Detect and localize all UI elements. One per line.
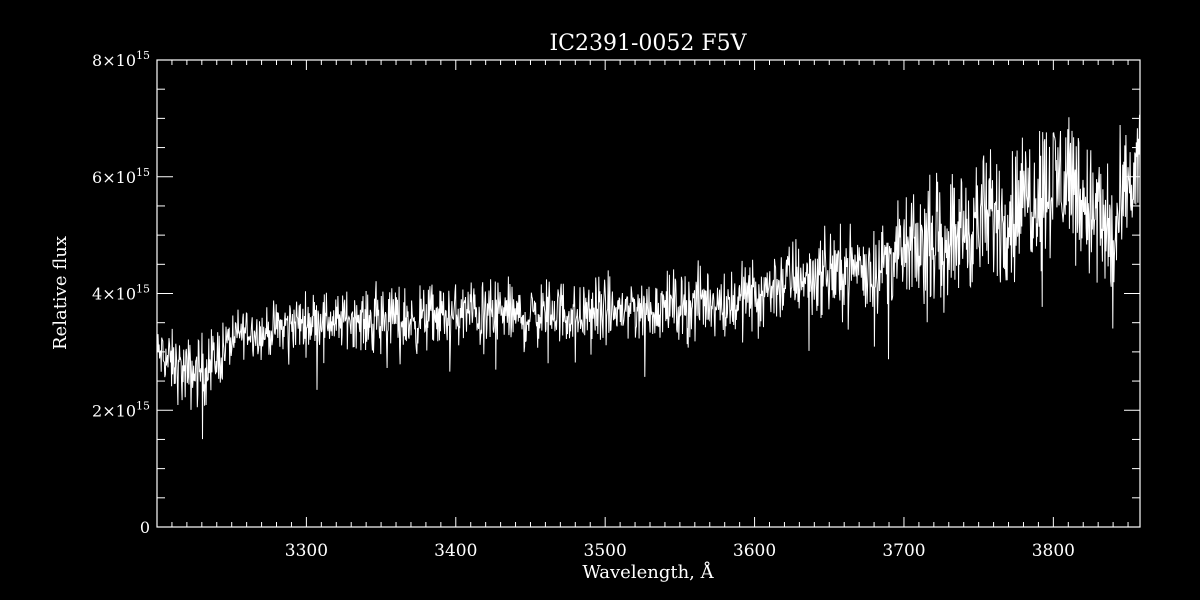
y-tick-label: 4×1015: [92, 283, 150, 304]
x-tick-label: 3300: [285, 541, 328, 561]
x-tick-label: 3400: [434, 541, 477, 561]
y-tick-label: 6×1015: [92, 166, 150, 187]
plot-area: [157, 114, 1140, 440]
x-tick-label: 3600: [733, 541, 776, 561]
x-tick-label: 3800: [1032, 541, 1075, 561]
x-axis-label: Wavelength, Å: [582, 561, 714, 583]
chart-title: IC2391-0052 F5V: [549, 31, 747, 56]
y-axis: 0 2×1015 4×1015 6×1015 8×1015: [92, 49, 1140, 537]
y-tick-label: 8×1015: [92, 49, 150, 70]
x-axis: 3300 3400 3500 3600 3700 3800: [156, 60, 1129, 561]
spectrum-series-line: [157, 114, 1140, 440]
y-tick-label: 2×1015: [92, 399, 150, 420]
x-tick-label: 3500: [584, 541, 627, 561]
x-tick-label: 3700: [882, 541, 925, 561]
y-axis-label: Relative flux: [50, 236, 71, 350]
y-tick-label: 0: [140, 518, 150, 537]
